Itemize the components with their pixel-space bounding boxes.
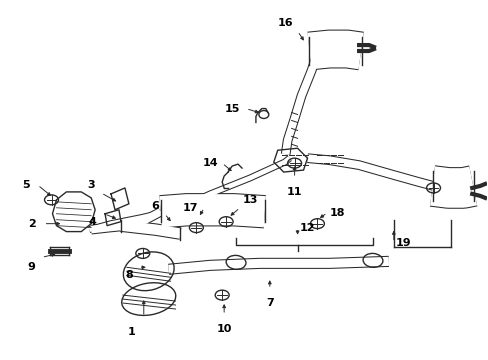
Text: 15: 15 <box>224 104 239 113</box>
Text: 19: 19 <box>395 238 411 248</box>
Text: 4: 4 <box>88 217 96 227</box>
Text: 18: 18 <box>329 208 345 218</box>
Text: 10: 10 <box>216 324 231 334</box>
Text: 13: 13 <box>242 195 257 205</box>
Text: 12: 12 <box>299 222 315 233</box>
Text: 17: 17 <box>183 203 198 213</box>
Text: 14: 14 <box>202 158 218 168</box>
Text: 3: 3 <box>87 180 95 190</box>
Text: 8: 8 <box>125 270 133 280</box>
Text: 2: 2 <box>28 219 36 229</box>
Text: 9: 9 <box>28 262 36 272</box>
Text: 16: 16 <box>277 18 293 28</box>
Text: 7: 7 <box>265 298 273 308</box>
Text: 11: 11 <box>286 187 302 197</box>
Text: 5: 5 <box>22 180 29 190</box>
Text: 1: 1 <box>128 327 136 337</box>
Text: 6: 6 <box>150 201 158 211</box>
